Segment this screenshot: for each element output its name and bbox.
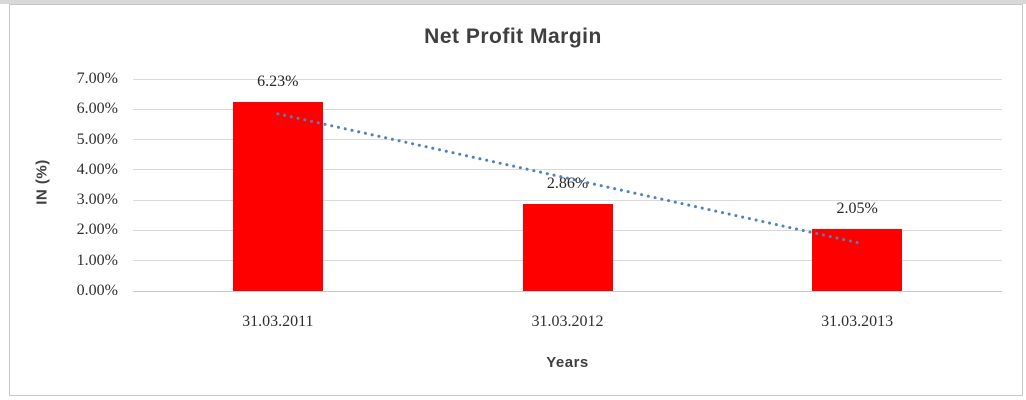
bar-value-label: 2.86%	[546, 175, 589, 193]
x-tick-label: 31.03.2012	[531, 313, 604, 330]
bar	[812, 228, 903, 291]
y-tick-label: 1.00%	[76, 251, 118, 269]
gridline	[133, 108, 1002, 110]
plot-area: 6.23% 2.86% 2.05%	[133, 74, 1002, 292]
x-axis-title: Years	[546, 354, 589, 371]
gridline	[133, 139, 1002, 141]
bar	[232, 102, 323, 291]
x-tick-label: 31.03.2013	[821, 313, 894, 330]
gridline	[133, 169, 1002, 171]
gridline	[133, 290, 1002, 292]
chart-title: Net Profit Margin	[424, 25, 602, 48]
y-tick-label: 4.00%	[76, 160, 118, 178]
bar-value-label: 2.05%	[836, 199, 878, 217]
x-tick-label: 31.03.2011	[242, 313, 314, 330]
y-tick-label: 7.00%	[76, 70, 118, 87]
trendline	[276, 112, 859, 245]
gridline	[133, 78, 1002, 80]
y-tick-label: 6.00%	[76, 100, 118, 118]
bar	[522, 204, 613, 291]
y-tick-label: 2.00%	[76, 221, 118, 239]
y-tick-label: 3.00%	[76, 191, 118, 209]
bar-value-label: 6.23%	[257, 73, 299, 91]
gridline	[133, 199, 1002, 201]
y-tick-label: 5.00%	[76, 130, 118, 148]
y-tick-label: 0.00%	[76, 282, 118, 299]
frame-top-band	[0, 0, 1026, 4]
